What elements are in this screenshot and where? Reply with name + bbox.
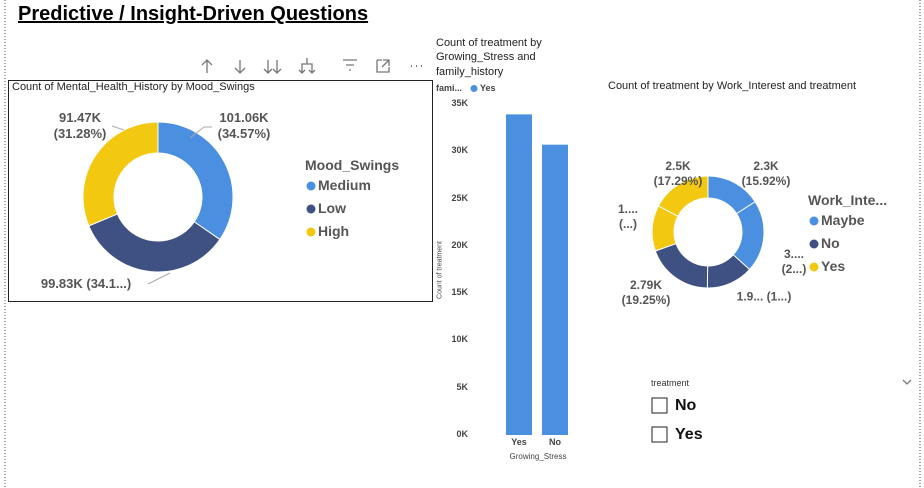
data-label: 2.5K (17.29%) xyxy=(653,159,703,188)
visual-toolbar xyxy=(201,58,912,385)
y-tick-label: 25K xyxy=(451,192,468,203)
legend-marker xyxy=(306,227,316,237)
legend-title: fami... xyxy=(436,83,463,93)
donut-segment xyxy=(157,121,234,241)
y-tick-label: 5K xyxy=(456,381,468,392)
y-tick-label: 35K xyxy=(451,98,468,108)
leader-line xyxy=(147,272,171,285)
leader-line xyxy=(111,125,125,131)
legend-label: High xyxy=(318,223,350,239)
data-label: 101.06K (34.57%) xyxy=(217,109,271,141)
legend-label: Maybe xyxy=(821,212,865,228)
chart-title: Count of Mental_Health_History by Mood_S… xyxy=(12,81,255,93)
legend-marker xyxy=(306,181,316,191)
x-tick-label: No xyxy=(549,437,561,447)
data-label: 99.83K (34.1...) xyxy=(40,275,132,291)
checkbox[interactable] xyxy=(651,426,668,443)
donut-segment xyxy=(88,213,221,273)
expand-next-icon[interactable] xyxy=(298,58,316,74)
chart-title: Count of treatment by Work_Interest and … xyxy=(608,80,857,92)
legend-title: Mood_Swings xyxy=(305,157,400,173)
drill-down-icon[interactable] xyxy=(234,60,246,74)
legend-label: No xyxy=(821,235,840,251)
focus-mode-icon[interactable] xyxy=(376,59,390,73)
legend-marker xyxy=(306,204,316,214)
data-label: 2.3K (15.92%) xyxy=(741,159,791,188)
page-title: Predictive / Insight-Driven Questions xyxy=(18,3,369,25)
bar xyxy=(506,114,532,435)
drill-up-icon[interactable] xyxy=(201,59,213,73)
y-tick-label: 10K xyxy=(451,334,468,345)
slicer-title: treatment xyxy=(651,378,690,388)
data-label: 91.47K (31.28%) xyxy=(53,109,107,141)
x-axis-label: Growing_Stress xyxy=(509,452,567,461)
data-label: 2.79K (19.25%) xyxy=(621,278,671,307)
bar xyxy=(542,144,568,435)
filter-icon[interactable] xyxy=(343,59,357,71)
legend-label: Low xyxy=(318,200,346,216)
chart-title: Count of treatment by Growing_Stress and… xyxy=(436,37,542,78)
slicer-dropdown[interactable] xyxy=(902,379,912,385)
y-tick-label: 15K xyxy=(451,287,468,298)
legend-marker xyxy=(809,239,819,249)
data-label: 1.... (...) xyxy=(617,202,639,231)
legend-marker xyxy=(809,216,819,226)
slicer-option[interactable]: Yes xyxy=(675,426,703,443)
expand-all-icon[interactable] xyxy=(263,60,282,74)
donut-segment xyxy=(82,121,159,227)
y-tick-label: 30K xyxy=(451,145,468,156)
data-label: 3.... (2...) xyxy=(781,247,807,276)
visual-frame xyxy=(8,80,433,302)
legend-marker xyxy=(470,85,478,92)
y-tick-label: 20K xyxy=(451,239,468,250)
data-label: 1.9... (1...) xyxy=(736,289,792,304)
legend-label: Yes xyxy=(821,258,846,274)
legend-marker xyxy=(809,262,819,272)
donut-segment xyxy=(657,175,709,217)
y-tick-label: 0K xyxy=(456,429,468,439)
legend-label: Medium xyxy=(318,177,371,193)
x-tick-label: Yes xyxy=(511,437,527,447)
slicer-option[interactable]: No xyxy=(675,397,697,414)
leader-line xyxy=(189,126,212,139)
legend-title: Work_Inte... xyxy=(808,192,888,208)
checkbox[interactable] xyxy=(651,397,668,414)
y-axis-label: Count of treatment xyxy=(436,241,444,299)
legend-label: Yes xyxy=(480,83,496,93)
